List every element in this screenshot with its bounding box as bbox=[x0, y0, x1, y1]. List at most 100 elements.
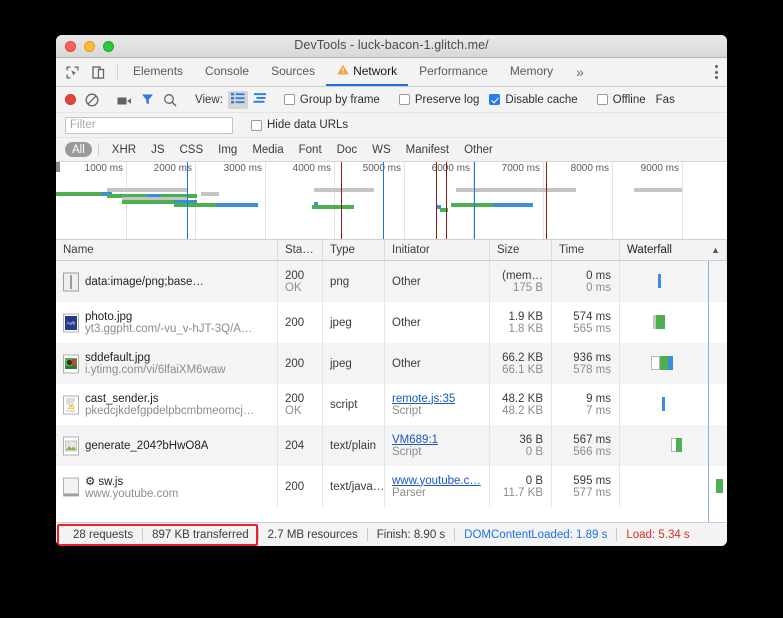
column-header-initiator[interactable]: Initiator bbox=[385, 240, 490, 260]
cell-time: 574 ms 565 ms bbox=[552, 302, 620, 343]
overview-request-bar bbox=[122, 197, 187, 201]
tabbar-right-group bbox=[698, 58, 727, 86]
minimize-window-button[interactable] bbox=[84, 41, 95, 52]
status-divider bbox=[616, 528, 618, 541]
table-row[interactable]: Aa/b photo.jpg yt3.ggpht.com/-vu_v-hJT-3Q/… bbox=[56, 302, 727, 343]
checkbox-box bbox=[283, 94, 295, 105]
overview-event-marker bbox=[446, 162, 447, 239]
network-overview-timeline[interactable]: 1000 ms 2000 ms 3000 ms 4000 ms 5000 ms 6000 … bbox=[56, 162, 727, 240]
offline-checkbox[interactable]: Offline bbox=[596, 94, 646, 106]
tab-network[interactable]: Network bbox=[326, 58, 409, 86]
column-header-sta[interactable]: Sta… bbox=[278, 240, 323, 260]
table-row[interactable]: data:image/png;base… 200 OK png Other (mem… 17… bbox=[56, 261, 727, 302]
tab-performance[interactable]: Performance bbox=[408, 58, 499, 86]
tabbar-tool-icons bbox=[56, 58, 113, 86]
name-text: generate_204?bHwO8A bbox=[85, 440, 208, 452]
column-header-waterfall[interactable]: Waterfall ▲ bbox=[620, 240, 727, 260]
request-domain: www.youtube.com bbox=[85, 487, 179, 500]
disable-cache-checkbox[interactable]: Disable cache bbox=[489, 94, 578, 106]
close-window-button[interactable] bbox=[65, 41, 76, 52]
checkbox-box bbox=[596, 94, 608, 105]
cell-time-primary: 9 ms bbox=[586, 392, 611, 405]
type-filter-other[interactable]: Other bbox=[464, 143, 493, 156]
column-header-type[interactable]: Type bbox=[323, 240, 385, 260]
overview-tick-label: 8000 ms bbox=[570, 163, 609, 174]
overview-request-bar bbox=[174, 203, 216, 207]
type-filter-ws[interactable]: WS bbox=[372, 143, 391, 156]
filter-toggle-button[interactable] bbox=[141, 93, 154, 106]
type-filter-js[interactable]: JS bbox=[151, 143, 165, 156]
tab-console[interactable]: Console bbox=[194, 58, 260, 86]
overview-event-marker bbox=[546, 162, 547, 239]
overview-tick: 9000 ms bbox=[641, 162, 683, 239]
cell-status: 204 bbox=[278, 425, 323, 466]
cell-initiator[interactable]: VM689:1 Script bbox=[385, 425, 490, 466]
type-filter-img[interactable]: Img bbox=[218, 143, 238, 156]
cell-initiator[interactable]: www.youtube.c… Parser bbox=[385, 466, 490, 507]
warning-triangle-icon bbox=[337, 64, 349, 78]
record-button[interactable] bbox=[65, 94, 76, 105]
tab-memory[interactable]: Memory bbox=[499, 58, 564, 86]
list-view-button[interactable] bbox=[227, 90, 248, 109]
column-header-time[interactable]: Time bbox=[552, 240, 620, 260]
resources-size: 2.7 MB resources bbox=[267, 528, 358, 541]
group-by-frame-checkbox[interactable]: Group by frame bbox=[283, 94, 380, 106]
tab-sources[interactable]: Sources bbox=[260, 58, 326, 86]
sort-ascending-icon: ▲ bbox=[711, 245, 720, 255]
filter-input[interactable] bbox=[65, 116, 233, 134]
search-button[interactable] bbox=[163, 93, 177, 107]
cell-initiator-primary[interactable]: VM689:1 bbox=[392, 433, 439, 446]
waterfall-bar bbox=[653, 315, 657, 329]
throttling-dropdown[interactable]: Fas bbox=[655, 93, 675, 106]
overview-request-bar bbox=[451, 203, 493, 207]
table-row[interactable]: ⚙ sw.js www.youtube.com 200 text/java… www.yo… bbox=[56, 466, 727, 507]
preserve-log-checkbox[interactable]: Preserve log bbox=[398, 94, 479, 106]
name-cell: generate_204?bHwO8A bbox=[63, 436, 208, 456]
table-row[interactable]: generate_204?bHwO8A 204 text/plain VM689:1 S… bbox=[56, 425, 727, 466]
type-filter-manifest[interactable]: Manifest bbox=[405, 143, 450, 156]
waterfall-bar bbox=[668, 356, 673, 370]
type-filter-media[interactable]: Media bbox=[252, 143, 284, 156]
cell-initiator-primary[interactable]: www.youtube.c… bbox=[392, 474, 481, 487]
inspect-element-icon[interactable] bbox=[64, 64, 81, 81]
more-tabs-button[interactable]: » bbox=[576, 64, 584, 80]
request-name: sddefault.jpg bbox=[85, 351, 151, 364]
kebab-menu-icon[interactable] bbox=[707, 65, 727, 79]
cell-size-primary: (mem… bbox=[502, 269, 543, 282]
cell-status: 200 bbox=[278, 343, 323, 384]
table-row[interactable]: JS cast_sender.js pkedcjkdefgpdelpbcmbmeom… bbox=[56, 384, 727, 425]
column-header-name[interactable]: Name bbox=[56, 240, 278, 260]
cell-type: text/plain bbox=[323, 425, 385, 466]
hide-data-urls-checkbox[interactable]: Hide data URLs bbox=[251, 119, 348, 131]
transferred-size: 897 KB transferred bbox=[152, 528, 249, 541]
cell-size-secondary: 66.1 KB bbox=[502, 363, 543, 376]
cell-status: 200 bbox=[278, 466, 323, 507]
capture-screenshots-button[interactable] bbox=[117, 94, 132, 106]
type-filter-doc[interactable]: Doc bbox=[336, 143, 358, 156]
cell-type: text/java… bbox=[323, 466, 385, 507]
clear-button[interactable] bbox=[85, 93, 99, 107]
column-header-size[interactable]: Size bbox=[490, 240, 552, 260]
dom-content-loaded-marker bbox=[708, 261, 709, 522]
status-divider bbox=[454, 528, 456, 541]
type-filter-xhr[interactable]: XHR bbox=[111, 143, 137, 156]
status-divider bbox=[257, 528, 259, 541]
tab-elements[interactable]: Elements bbox=[122, 58, 194, 86]
overview-event-marker bbox=[341, 162, 342, 239]
overview-tick: 3000 ms bbox=[224, 162, 266, 239]
table-row[interactable]: sddefault.jpg i.ytimg.com/vi/6lfaiXM6waw 2… bbox=[56, 343, 727, 384]
name-cell: JS cast_sender.js pkedcjkdefgpdelpbcmbmeom… bbox=[63, 393, 254, 417]
device-toolbar-icon[interactable] bbox=[90, 64, 107, 81]
zoom-window-button[interactable] bbox=[103, 41, 114, 52]
waterfall-view-button[interactable] bbox=[250, 91, 270, 109]
cell-time-secondary: 577 ms bbox=[573, 486, 611, 499]
type-filter-all[interactable]: All bbox=[65, 142, 92, 157]
cell-initiator-primary[interactable]: remote.js:35 bbox=[392, 392, 456, 405]
type-filter-font[interactable]: Font bbox=[298, 143, 322, 156]
type-filter-css[interactable]: CSS bbox=[179, 143, 204, 156]
cell-initiator-primary: Other bbox=[392, 275, 421, 288]
cell-size: 48.2 KB 48.2 KB bbox=[490, 384, 552, 425]
cell-initiator[interactable]: remote.js:35 Script bbox=[385, 384, 490, 425]
cell-time-primary: 595 ms bbox=[573, 474, 611, 487]
